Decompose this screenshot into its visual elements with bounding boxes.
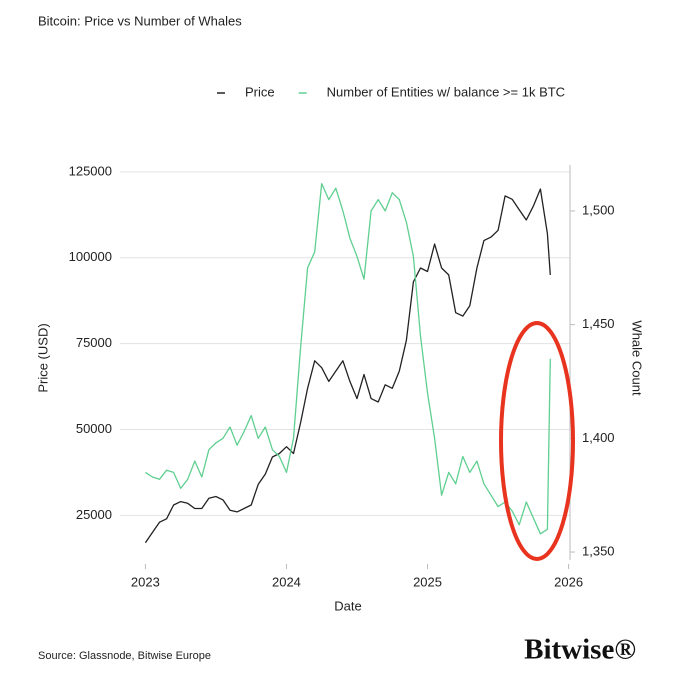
legend-label: Price	[245, 84, 275, 99]
legend-label: Number of Entities w/ balance >= 1k BTC	[327, 84, 565, 99]
chart-title: Bitcoin: Price vs Number of Whales	[38, 13, 242, 28]
logo: Bitwise®	[524, 634, 636, 666]
y2-tick-label: 1,350	[582, 543, 615, 558]
y2-tick-label: 1,450	[582, 316, 615, 331]
y-tick-label: 100000	[69, 249, 112, 264]
x-tick-label: 2026	[554, 574, 583, 589]
y2-tick-label: 1,400	[582, 430, 615, 445]
x-tick-label: 2025	[413, 574, 442, 589]
series-line	[145, 182, 551, 535]
y2-tick-label: 1,500	[582, 202, 615, 217]
y2-axis-label: Whale Count	[630, 320, 645, 396]
y-tick-label: 50000	[76, 421, 112, 436]
x-tick-label: 2024	[272, 574, 301, 589]
x-axis-label: Date	[334, 598, 361, 613]
source: Source: Glassnode, Bitwise Europe	[38, 650, 211, 662]
highlight-ellipse	[499, 321, 575, 561]
series-line	[144, 188, 551, 544]
x-tick-label: 2023	[131, 574, 160, 589]
y-axis-label: Price (USD)	[35, 323, 50, 392]
y-tick-label: 25000	[76, 507, 112, 522]
y-tick-label: 125000	[69, 163, 112, 178]
y-tick-label: 75000	[76, 335, 112, 350]
